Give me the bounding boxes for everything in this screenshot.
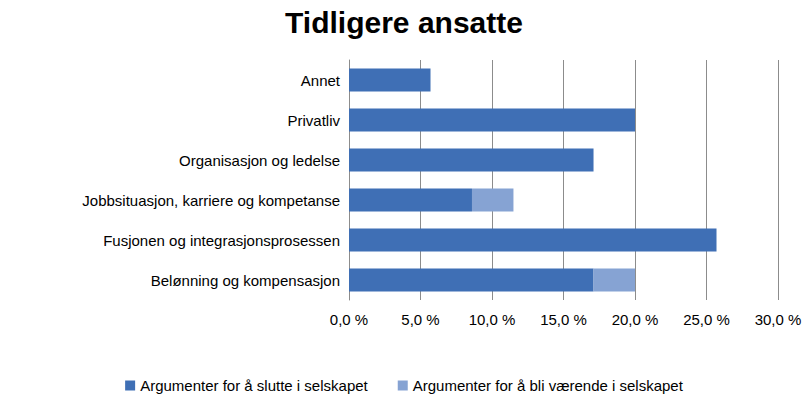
svg-text:Fusjonen og integrasjonsproses: Fusjonen og integrasjonsprosessen xyxy=(103,232,340,249)
svg-text:10,0 %: 10,0 % xyxy=(469,311,516,328)
svg-text:0,0 %: 0,0 % xyxy=(330,311,368,328)
svg-text:Organisasjon og ledelse: Organisasjon og ledelse xyxy=(179,152,340,169)
svg-text:25,0 %: 25,0 % xyxy=(683,311,730,328)
svg-text:30,0 %: 30,0 % xyxy=(755,311,802,328)
svg-text:5,0 %: 5,0 % xyxy=(401,311,439,328)
svg-text:Annet: Annet xyxy=(301,72,341,89)
svg-text:Tidligere ansatte: Tidligere ansatte xyxy=(285,6,523,39)
svg-text:20,0 %: 20,0 % xyxy=(612,311,659,328)
svg-text:Argumenter for å bli værende i: Argumenter for å bli værende i selskapet xyxy=(413,377,684,394)
svg-text:Privatliv: Privatliv xyxy=(287,112,340,129)
svg-text:Belønning og kompensasjon: Belønning og kompensasjon xyxy=(151,272,340,289)
svg-text:Jobbsituasjon, karriere og kom: Jobbsituasjon, karriere og kompetanse xyxy=(82,192,340,209)
svg-text:Argumenter for å slutte i sels: Argumenter for å slutte i selskapet xyxy=(140,377,368,394)
svg-text:15,0 %: 15,0 % xyxy=(540,311,587,328)
